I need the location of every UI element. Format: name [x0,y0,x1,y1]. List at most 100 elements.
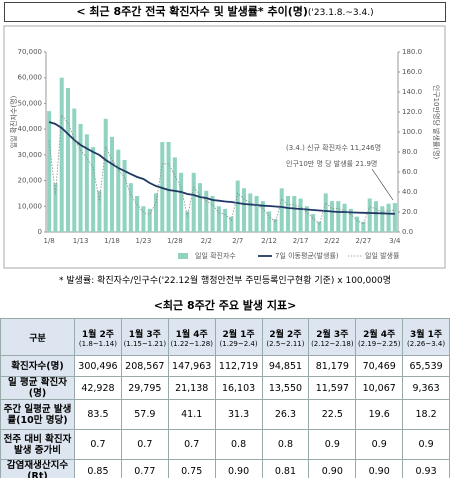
bar [235,180,240,232]
bar [179,172,184,232]
cell: 22.5 [308,399,357,430]
header-cell: 2월 1주 (1.29~2.4) [214,318,263,356]
y-tick-label: 30,000 [18,151,43,159]
x-tick-label: 2/22 [324,237,340,245]
row-label: 확진자수(명) [0,355,75,377]
y2-tick-label: 100.0 [402,128,422,136]
bar [273,219,278,232]
cell: 0.9 [355,429,404,460]
bar [336,201,341,232]
week: 2월 2주 [269,329,302,340]
y2-tick-label: 120.0 [402,108,422,116]
header-cell: 3월 1주 (2.26~3.4) [402,318,450,356]
cell: 57.9 [120,399,169,430]
cell: 0.93 [402,459,450,478]
bar [91,147,96,232]
bar [367,198,372,232]
header-cell: 1월 3주 (1.15~1.21) [120,318,169,356]
bar [279,188,284,232]
cell: 94,851 [261,355,310,377]
y-axis-title: 일일 확진자수(명) [9,95,18,148]
bar [304,206,309,232]
cell: 31.3 [214,399,263,430]
cell: 0.8 [261,429,310,460]
y2-tick-label: 140.0 [402,88,422,96]
legend-label: 일일 확진자수 [195,251,236,260]
bar [298,198,303,232]
bar [373,201,379,232]
cell: 83.5 [74,399,122,430]
week: 2월 1주 [222,329,255,340]
bar [348,208,353,232]
bar [172,157,177,232]
bar [53,183,58,232]
title-box: < 최근 8주간 전국 확진자수 및 발생률* 추이(명)('23.1.8.~3… [4,2,446,22]
bar [141,206,146,232]
bar [292,196,297,232]
header-cell: 1월 4주 (1.22~1.28) [167,318,216,356]
cell: 0.90 [308,459,357,478]
bar [223,208,228,232]
row-label: 전주 대비 확진자 발생 증가비 [0,429,75,460]
footnote: * 발생률: 확진자수/인구수('22.12월 행정안전부 주민등록인구현황 기… [59,276,391,286]
cell: 10,067 [355,376,404,400]
week: 1월 3주 [128,329,161,340]
y2-tick-label: 0.0 [402,228,413,236]
data-row: 일 평균 확진자(명) 42,928 29,795 21,138 16,103 13,55… [0,376,450,400]
indicator-table: 구분 1월 2주 (1.8~1.14) 1월 3주 (1.15~1.21) 1월 4주 (1… [0,318,450,478]
cell: 0.7 [120,429,169,460]
range: (1.8~1.14) [78,339,117,348]
range: (1.15~1.21) [123,339,167,348]
y-tick-label: 0 [38,228,42,236]
cell: 41.1 [167,399,216,430]
data-row: 주간 일평균 발생률(10만 명당) 83.5 57.9 41.1 31.3 26.3 22… [0,399,450,430]
bar [122,160,127,232]
week: 2월 3주 [316,329,349,340]
bar [103,118,108,232]
range: (2.12~2.18) [311,339,354,348]
cell: 16,103 [214,376,263,400]
cell: 42,928 [74,376,122,400]
y2-tick-label: 160.0 [402,68,422,76]
bar [386,203,391,232]
range: (2.5~2.11) [266,339,305,348]
data-row: 감염재생산지수(Rt) 0.85 0.77 0.75 0.90 0.81 0.90 0.90 0… [0,459,450,478]
cell: 29,795 [120,376,169,400]
bar [97,190,102,232]
bar [285,196,291,232]
annotation-leader [371,168,394,201]
cell: 0.8 [214,429,263,460]
header-cell: 2월 4주 (2.19~2.25) [355,318,404,356]
bar [248,193,253,232]
cell: 81,179 [308,355,357,377]
week: 3월 1주 [409,329,443,340]
cell: 0.75 [167,459,216,478]
x-tick-label: 3/4 [389,237,401,245]
x-tick-label: 2/2 [201,237,212,245]
cell: 112,719 [214,355,263,377]
annotation: 인구10만 명 당 발생률 21.9명 [286,159,377,168]
bar [254,196,259,232]
cell: 13,550 [261,376,310,400]
cell: 19.6 [355,399,404,430]
cell: 0.81 [261,459,310,478]
x-tick-label: 2/7 [232,237,243,245]
cell: 70,469 [355,355,404,377]
bar [65,88,71,232]
bar [229,216,234,232]
bar [317,221,322,232]
data-row: 전주 대비 확진자 발생 증가비 0.7 0.7 0.7 0.8 0.8 0.9 0.9 0.9 [0,429,450,460]
y2-axis-title: 인구10만명당 발생률(명) [432,85,441,160]
cell: 18.2 [402,399,450,430]
cell: 21,138 [167,376,216,400]
cell: 26.3 [261,399,310,430]
y2-tick-label: 40.0 [402,188,418,196]
bar [361,221,366,232]
cell: 0.77 [120,459,169,478]
range: (2.26~3.4) [407,339,446,348]
y2-tick-label: 20.0 [402,208,418,216]
bar [47,111,52,232]
y-tick-label: 40,000 [18,125,43,133]
chart: 0 10,000 20,000 30,000 40,000 50,000 60,000 70,… [3,25,446,269]
